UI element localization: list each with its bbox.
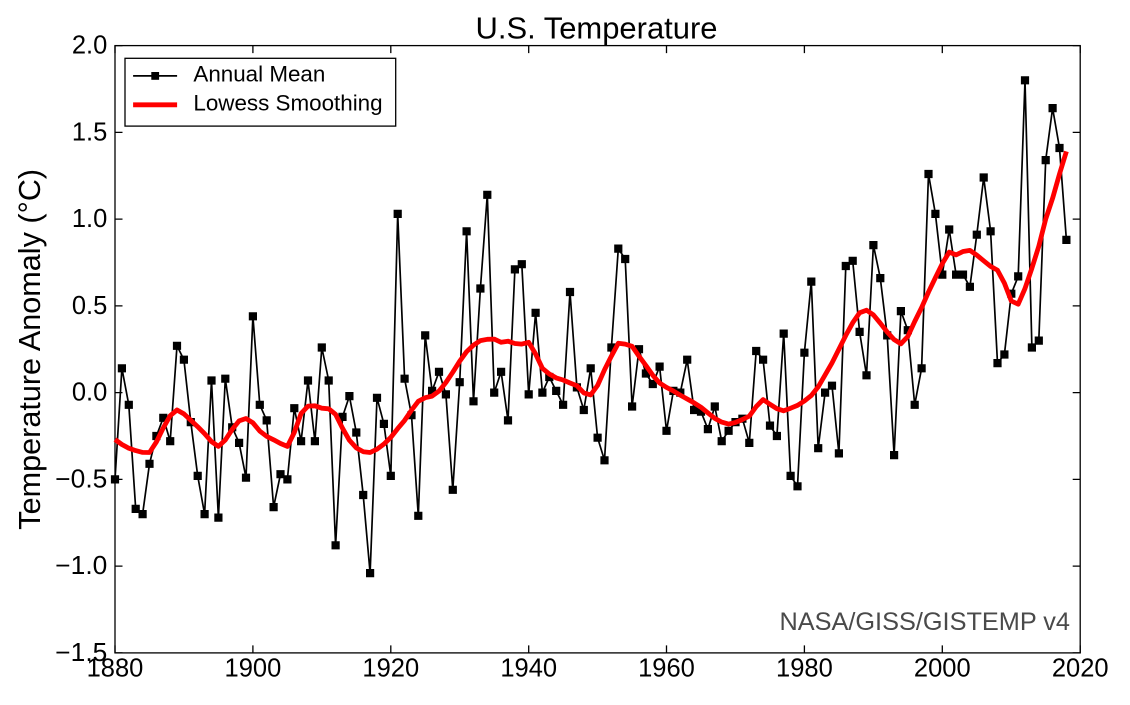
svg-text:Annual Mean: Annual Mean: [193, 62, 325, 87]
svg-text:U.S. Temperature: U.S. Temperature: [476, 11, 718, 46]
svg-text:−1.0: −1.0: [55, 552, 107, 580]
svg-text:1920: 1920: [362, 655, 419, 683]
svg-text:2000: 2000: [914, 655, 971, 683]
svg-text:0.0: 0.0: [72, 379, 107, 407]
svg-text:1980: 1980: [776, 655, 833, 683]
svg-text:1.5: 1.5: [72, 119, 107, 147]
svg-text:1880: 1880: [87, 655, 144, 683]
svg-text:Temperature Anomaly (°C): Temperature Anomaly (°C): [13, 169, 47, 530]
svg-text:NASA/GISS/GISTEMP v4: NASA/GISS/GISTEMP v4: [779, 608, 1070, 636]
svg-text:−1.5: −1.5: [55, 639, 107, 667]
svg-text:0.5: 0.5: [72, 292, 107, 320]
svg-text:1940: 1940: [500, 655, 557, 683]
svg-text:2020: 2020: [1052, 655, 1109, 683]
svg-text:1960: 1960: [638, 655, 695, 683]
svg-text:Lowess Smoothing: Lowess Smoothing: [193, 91, 382, 116]
svg-text:2.0: 2.0: [72, 32, 107, 60]
svg-text:−0.5: −0.5: [55, 466, 107, 494]
svg-text:1.0: 1.0: [72, 205, 107, 233]
svg-text:1900: 1900: [225, 655, 282, 683]
